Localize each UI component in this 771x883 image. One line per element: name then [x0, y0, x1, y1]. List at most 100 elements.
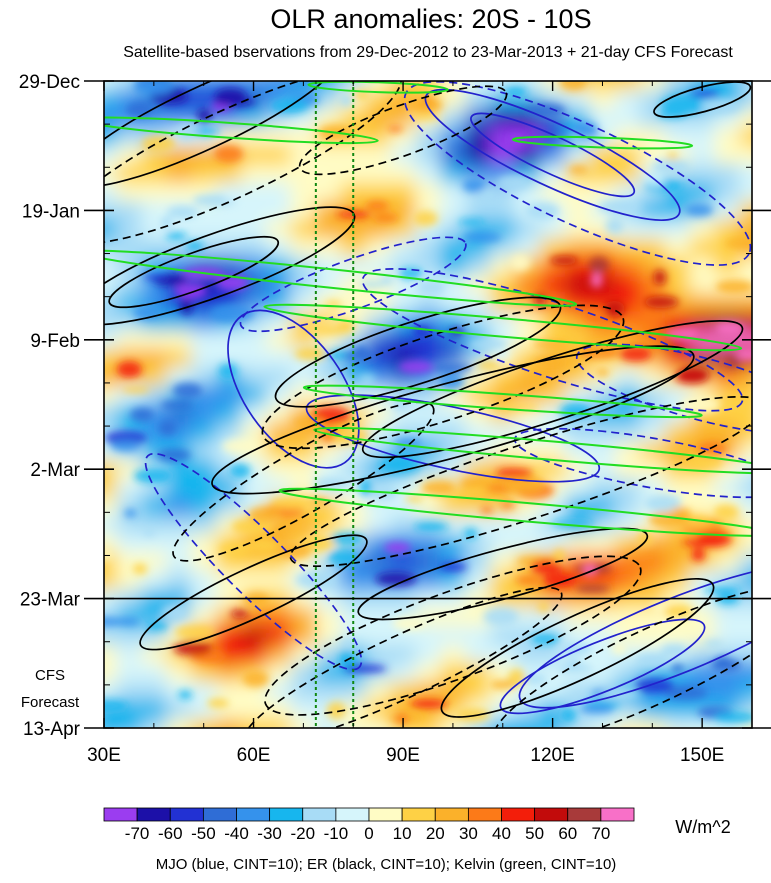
olr-cell: [765, 312, 771, 332]
forecast-label-cfs: CFS: [35, 667, 65, 684]
olr-cell: [540, 442, 566, 462]
y-tick-label: 2-Mar: [30, 460, 80, 481]
colorbar-label: 40: [492, 824, 511, 843]
olr-cell: [191, 164, 217, 184]
olr-cell: [92, 53, 118, 73]
olr-cell: [366, 220, 392, 240]
olr-cell: [117, 275, 143, 295]
olr-cell: [416, 571, 442, 591]
olr-cell: [615, 608, 641, 628]
olr-cell: [565, 534, 591, 554]
olr-cell: [640, 460, 666, 480]
olr-cell: [765, 423, 771, 443]
olr-cell: [166, 164, 192, 184]
olr-cell: [590, 90, 616, 110]
olr-cell: [765, 146, 771, 166]
olr-cell: [615, 534, 641, 554]
olr-cell: [241, 700, 267, 720]
olr-anomaly-blob: [161, 401, 194, 410]
olr-cell: [690, 608, 716, 628]
olr-cell: [765, 645, 771, 665]
olr-anomaly-blob: [596, 369, 610, 377]
colorbar-label: 30: [459, 824, 478, 843]
olr-cell: [141, 183, 167, 203]
olr-anomaly-blob: [691, 548, 705, 561]
olr-cell: [690, 275, 716, 295]
olr-anomaly-blob: [414, 522, 449, 531]
olr-anomaly-blob: [456, 708, 489, 721]
olr-anomaly-blob: [395, 713, 408, 724]
olr-cell: [117, 238, 143, 258]
colorbar-swatch: [601, 808, 634, 821]
olr-anomaly-blob: [421, 481, 455, 496]
olr-anomaly-blob: [143, 529, 156, 537]
colorbar-swatch: [237, 808, 270, 821]
olr-cell: [67, 626, 93, 646]
olr-anomaly-blob: [589, 257, 609, 274]
olr-anomaly-blob: [122, 387, 150, 393]
olr-cell: [690, 164, 716, 184]
olr-cell: [117, 645, 143, 665]
olr-cell: [166, 534, 192, 554]
olr-cell: [416, 626, 442, 646]
olr-cell: [465, 571, 491, 591]
olr-cell: [765, 53, 771, 73]
olr-cell: [266, 608, 292, 628]
olr-cell: [191, 515, 217, 535]
olr-cell: [67, 220, 93, 240]
olr-cell: [391, 164, 417, 184]
olr-anomaly-blob: [480, 506, 493, 513]
olr-anomaly-blob: [130, 408, 154, 422]
olr-cell: [291, 294, 317, 314]
olr-cell: [540, 386, 566, 406]
colorbar-label: 0: [364, 824, 373, 843]
olr-anomaly-blob: [644, 296, 679, 308]
olr-cell: [67, 645, 93, 665]
olr-cell: [465, 109, 491, 129]
olr-cell: [316, 737, 342, 757]
olr-anomaly-blob: [704, 587, 742, 594]
olr-cell: [665, 552, 691, 572]
olr-cell: [316, 238, 342, 258]
olr-cell: [241, 405, 267, 425]
olr-cell: [67, 275, 93, 295]
olr-anomaly-blob: [468, 339, 507, 350]
olr-cell: [640, 238, 666, 258]
olr-anomaly-blob: [484, 608, 519, 626]
olr-cell: [67, 312, 93, 332]
olr-cell: [266, 201, 292, 221]
olr-cell: [266, 478, 292, 498]
colorbar-units: W/m^2: [675, 817, 730, 837]
olr-anomaly-blob: [671, 664, 683, 673]
y-tick-label: 29-Dec: [19, 72, 80, 93]
olr-cell: [740, 53, 766, 73]
olr-anomaly-blob: [340, 94, 353, 107]
olr-cell: [191, 331, 217, 351]
olr-anomaly-blob: [714, 504, 739, 519]
olr-anomaly-blob: [653, 270, 666, 285]
olr-cell: [765, 608, 771, 628]
olr-cell: [191, 405, 217, 425]
olr-cell: [141, 331, 167, 351]
olr-cell: [740, 737, 766, 757]
olr-cell: [765, 737, 771, 757]
olr-anomaly-blob: [677, 367, 709, 383]
olr-cell: [67, 349, 93, 369]
olr-cell: [216, 663, 242, 683]
olr-cell: [490, 386, 516, 406]
olr-cell: [416, 183, 442, 203]
x-tick-label: 90E: [386, 745, 420, 766]
olr-cell: [117, 331, 143, 351]
olr-cell: [416, 146, 442, 166]
olr-cell: [316, 682, 342, 702]
olr-cell: [441, 201, 467, 221]
colorbar-swatch: [303, 808, 336, 821]
colorbar-swatch: [468, 808, 501, 821]
olr-cell: [765, 127, 771, 147]
olr-cell: [366, 312, 392, 332]
olr-anomaly-blob: [214, 145, 243, 162]
olr-cell: [765, 571, 771, 591]
olr-cell: [765, 497, 771, 517]
olr-cell: [565, 146, 591, 166]
